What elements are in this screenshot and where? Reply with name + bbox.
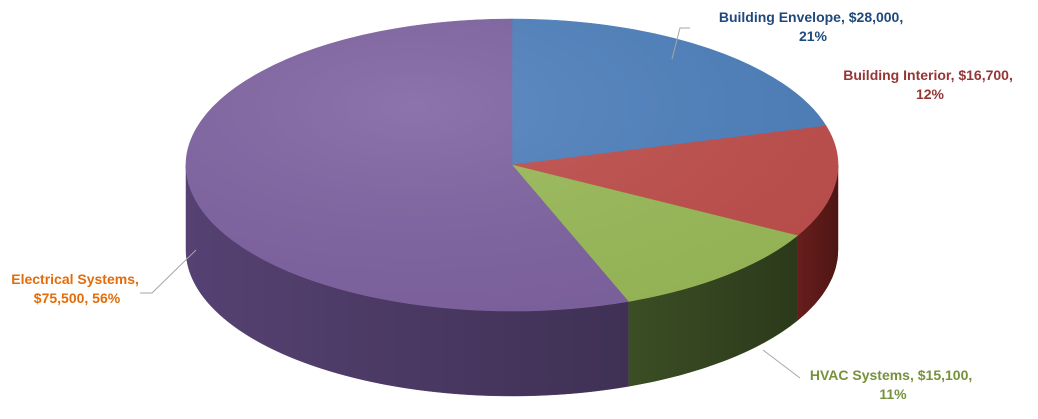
pie-top-layer — [185, 18, 839, 312]
data-label-hvac-systems: HVAC Systems, $15,100, 11% — [810, 367, 976, 402]
pie-side-layer — [185, 164, 839, 397]
pie-top-shine — [186, 19, 838, 311]
data-label-building-envelope: Building Envelope, $28,000, 21% — [719, 9, 907, 44]
pie-side-shade-electrical-systems — [185, 165, 629, 397]
data-labels: Building Envelope, $28,000, 21% Building… — [11, 9, 1017, 402]
data-label-electrical-systems: Electrical Systems, $75,500, 56% — [11, 271, 143, 306]
pie-side-shade-hvac-systems — [628, 235, 798, 387]
pie-side-shade-building-interior-1 — [797, 165, 838, 321]
data-label-building-interior: Building Interior, $16,700, 12% — [843, 67, 1017, 102]
leader-line-building-envelope — [671, 27, 690, 60]
leader-lines — [140, 27, 801, 379]
leader-line-hvac-systems — [762, 349, 801, 379]
leader-line-electrical-systems — [140, 249, 197, 294]
